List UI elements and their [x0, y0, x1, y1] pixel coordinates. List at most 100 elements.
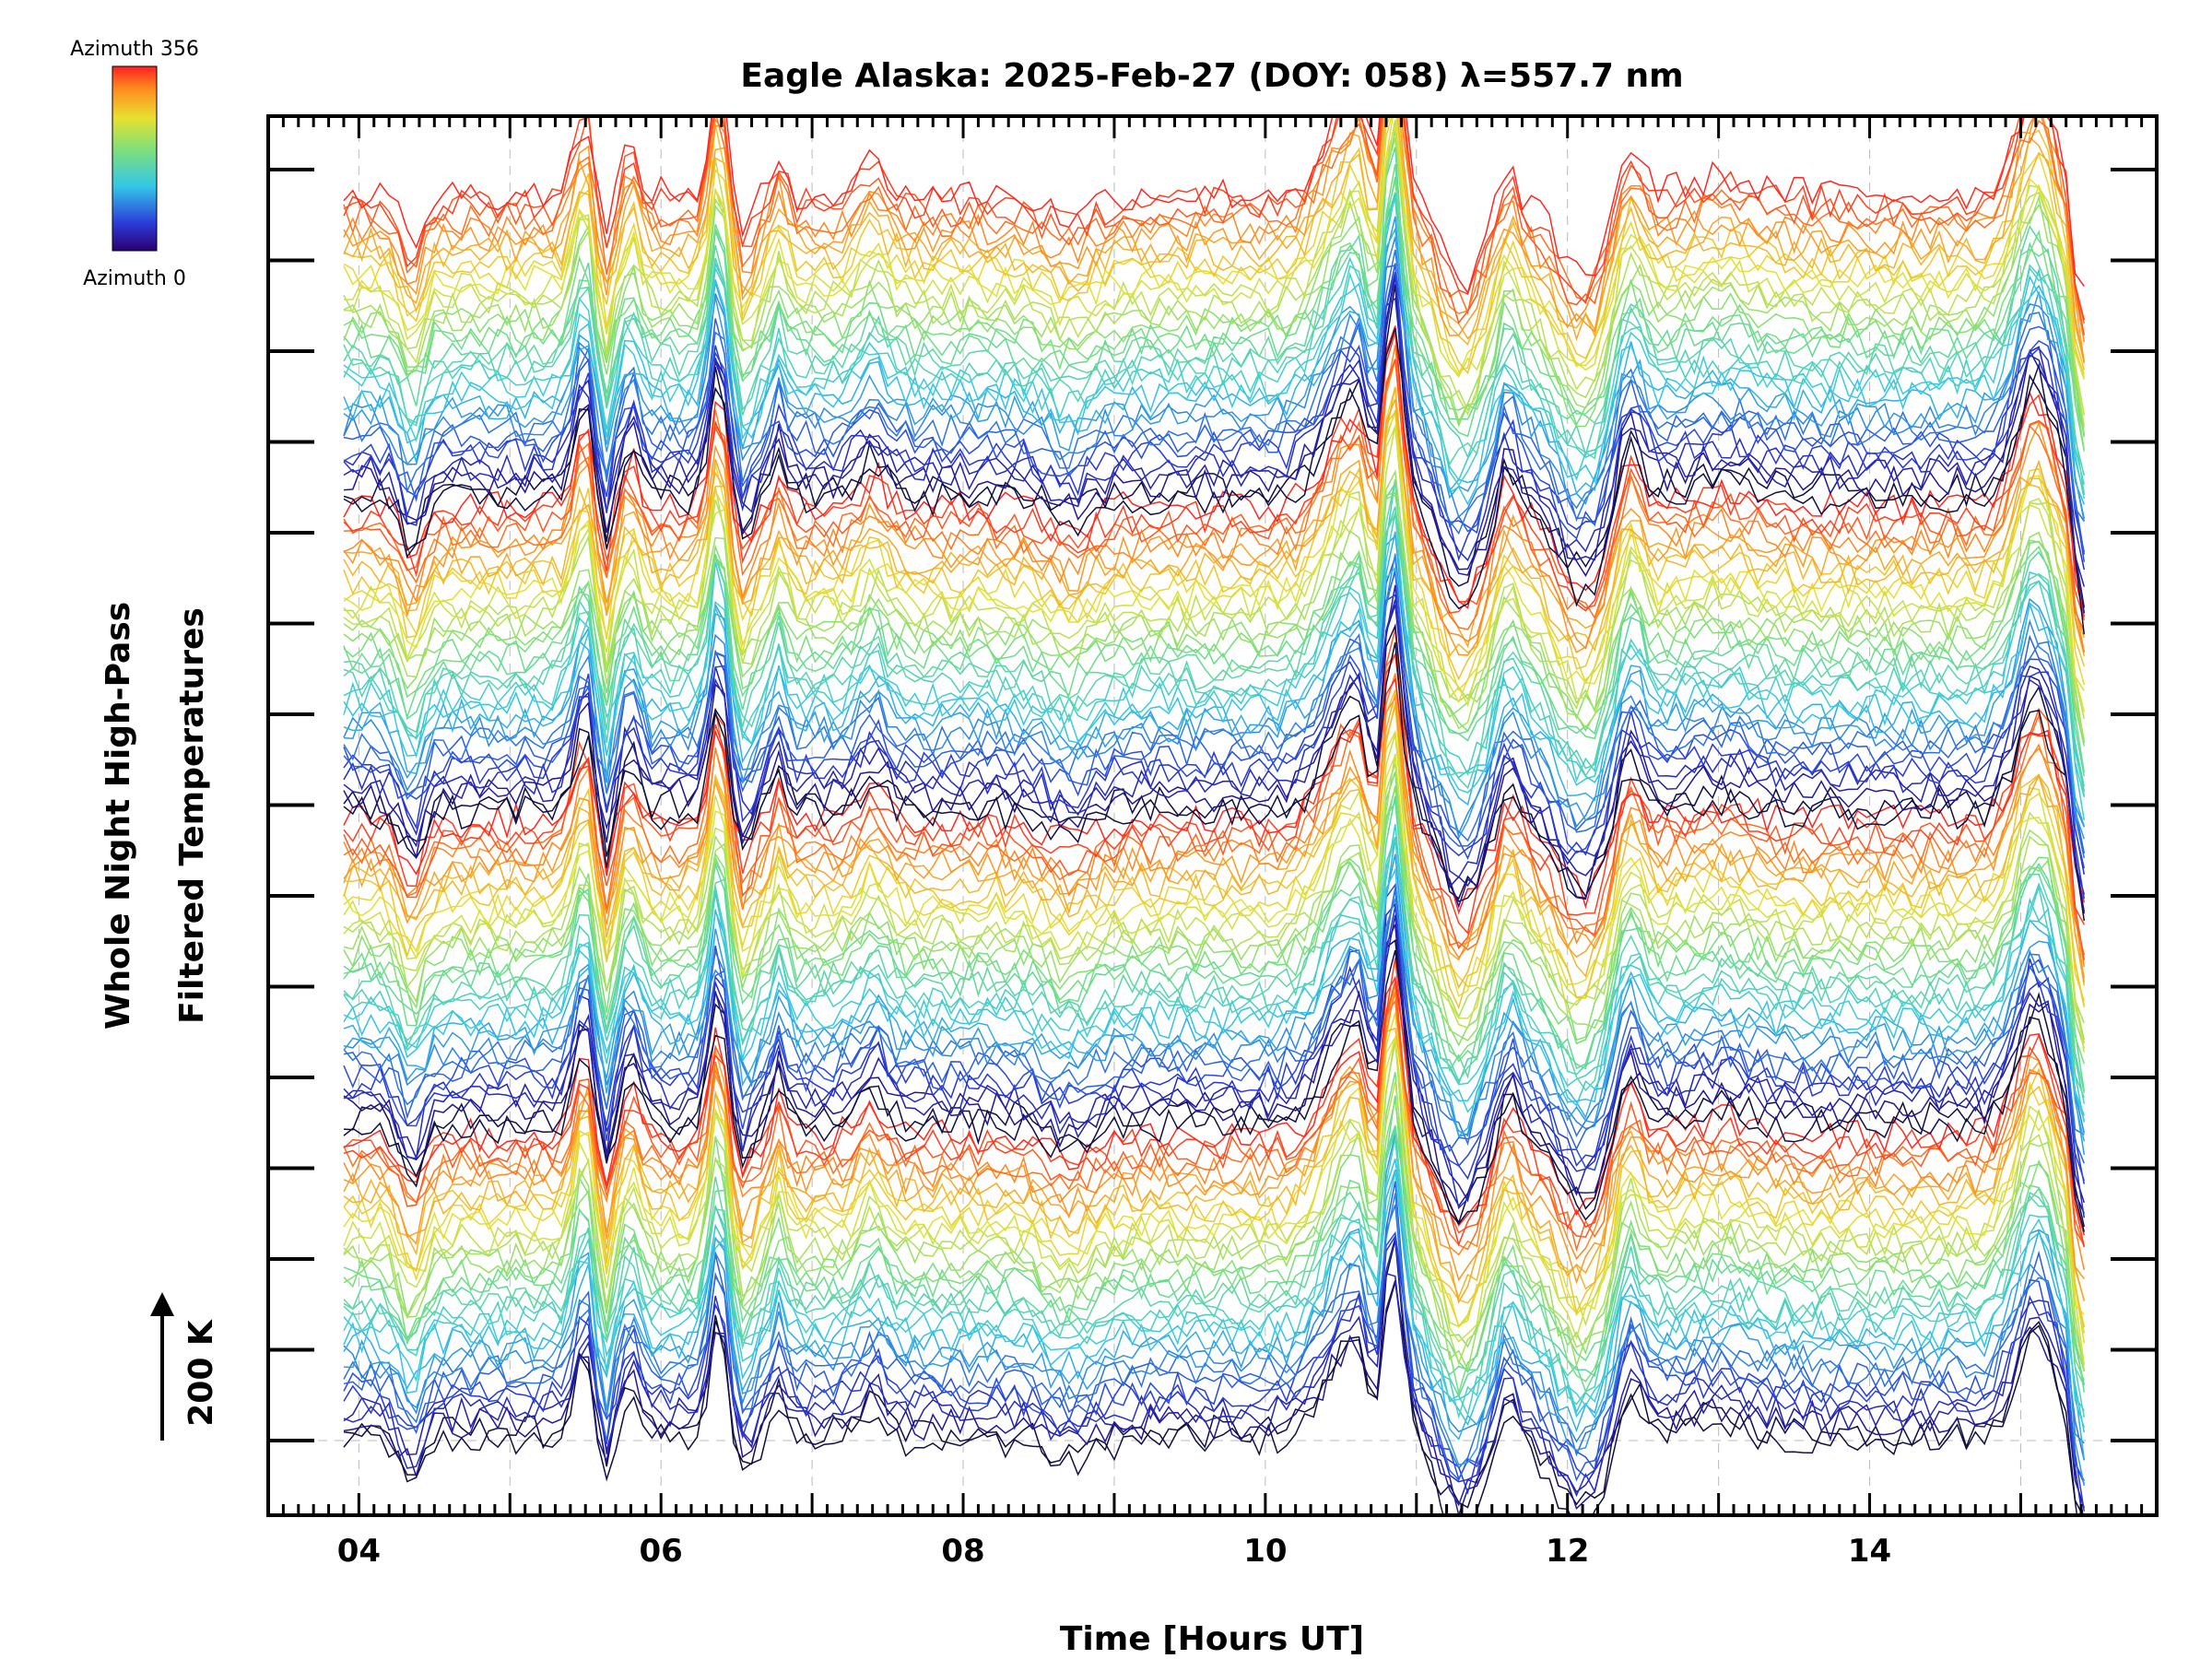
x-tick-label: 10 — [1243, 1533, 1287, 1570]
temperature-series-az-325 — [343, 998, 2086, 1253]
temperature-series-az-81 — [343, 569, 2086, 859]
temperature-series-az-203 — [343, 785, 2086, 1049]
temperature-series-az-20 — [343, 274, 2086, 614]
temperature-series-az-315 — [343, 673, 2086, 968]
temperature-series-az-183 — [343, 479, 2086, 773]
temperature-series-az-173 — [343, 1095, 2085, 1394]
x-tick-label: 14 — [1848, 1533, 1891, 1570]
axes: 04 06 08 10 12 14 — [266, 114, 2159, 1570]
x-tick-label: 06 — [640, 1533, 683, 1570]
colorbar-gradient — [112, 65, 158, 252]
temperature-series-az-122 — [343, 566, 2086, 792]
temperature-series-az-203 — [343, 1099, 2086, 1372]
temperature-series-az-31 — [343, 584, 2086, 895]
temperature-series-az-356 — [343, 116, 2085, 295]
temperature-series-az-92 — [343, 1193, 2085, 1444]
temperature-series-az-51 — [343, 594, 2086, 900]
temperature-series-az-193 — [343, 1072, 2085, 1396]
temperature-series-az-275 — [343, 116, 2086, 375]
temperature-series-az-275 — [343, 689, 2086, 1010]
temperature-series-az-163 — [343, 1130, 2086, 1398]
series-group — [343, 116, 2086, 1515]
temperature-series-az-244 — [343, 423, 2085, 707]
temperature-series-az-234 — [343, 1080, 2086, 1334]
temperature-series-az-10 — [343, 1281, 2084, 1515]
temperature-series-az-132 — [343, 192, 2086, 485]
temperature-series-az-264 — [343, 1012, 2086, 1344]
temperature-series-az-336 — [343, 981, 2085, 1246]
temperature-series-az-224 — [343, 763, 2085, 1024]
y-axis-label-line1: Whole Night High-Pass — [100, 602, 137, 1030]
temperature-series-az-275 — [343, 410, 2086, 681]
temperature-series-az-325 — [343, 652, 2086, 956]
temperature-series-az-71 — [343, 1181, 2085, 1482]
temperature-series-az-305 — [343, 981, 2085, 1285]
temperature-series-az-285 — [343, 1027, 2086, 1301]
temperature-series-az-325 — [343, 116, 2086, 324]
temperature-series-az-153 — [343, 839, 2086, 1104]
temperature-series-az-81 — [343, 888, 2085, 1147]
temperature-series-az-51 — [343, 1234, 2086, 1512]
temperature-series-az-92 — [343, 553, 2085, 836]
chart-title: Eagle Alaska: 2025-Feb-27 (DOY: 058) λ=5… — [740, 57, 1683, 95]
temperature-series-az-112 — [343, 226, 2085, 505]
x-tick-label: 04 — [337, 1533, 381, 1570]
temperature-series-az-244 — [343, 1035, 2086, 1366]
temperature-series-az-295 — [343, 398, 2086, 649]
temperature-series-az-193 — [343, 180, 2086, 438]
temperature-series-az-31 — [343, 914, 2086, 1204]
temperature-series-az-346 — [343, 116, 2086, 321]
temperature-series-az-254 — [343, 755, 2086, 1008]
x-axis-label: Time [Hours UT] — [1060, 1620, 1364, 1658]
temperature-series-az-20 — [343, 924, 2085, 1214]
plot-frame — [266, 114, 2159, 1517]
temperature-series-az-81 — [343, 249, 2085, 535]
temperature-series-az-92 — [343, 236, 2086, 519]
temperature-series-az-132 — [343, 479, 2086, 821]
temperature-series-az-214 — [343, 137, 2086, 434]
temperature-series-az-203 — [343, 129, 2086, 451]
temperature-series-az-264 — [343, 116, 2086, 374]
temperature-series-az-173 — [343, 176, 2086, 436]
temperature-series-az-346 — [343, 958, 2086, 1247]
scale-label: 200 K — [182, 1319, 220, 1427]
temperature-series-az-153 — [343, 506, 2086, 790]
temperature-series-az-132 — [343, 824, 2086, 1121]
temperature-series-az-336 — [343, 116, 2086, 335]
temperature-series-az-183 — [343, 787, 2086, 1094]
temperature-series-az-224 — [343, 120, 2086, 428]
temperature-series-az-0 — [343, 949, 2086, 1232]
temperature-series-az-214 — [343, 469, 2086, 743]
temperature-series-az-254 — [343, 1037, 2085, 1329]
scale-arrow — [150, 1292, 174, 1441]
temperature-series-az-10 — [343, 622, 2086, 922]
temperature-series-az-183 — [343, 1124, 2086, 1393]
temperature-series-az-51 — [343, 905, 2086, 1184]
temperature-series-az-346 — [343, 332, 2086, 615]
temperature-series-az-112 — [343, 531, 2086, 827]
temperature-series-az-193 — [343, 771, 2086, 1065]
legend-bottom-label: Azimuth 0 — [83, 267, 186, 290]
temperature-series-az-0 — [343, 641, 2086, 912]
temperature-series-az-20 — [343, 1279, 2086, 1515]
temperature-series-az-102 — [343, 534, 2086, 840]
temperature-series-az-285 — [343, 116, 2086, 364]
temperature-series-az-305 — [343, 695, 2086, 982]
temperature-series-az-193 — [343, 494, 2086, 747]
temperature-series-az-41 — [343, 599, 2086, 878]
y-axis-label-line2: Filtered Temperatures — [173, 607, 211, 1024]
temperature-series-az-285 — [343, 386, 2086, 658]
temperature-series-az-153 — [343, 1127, 2086, 1419]
temperature-series-az-10 — [343, 327, 2086, 608]
temperature-series-az-264 — [343, 386, 2086, 691]
temperature-series-az-244 — [343, 701, 2086, 1053]
temperature-series-az-315 — [343, 345, 2086, 653]
temperature-series-az-295 — [343, 693, 2086, 978]
temperature-series-az-244 — [343, 124, 2086, 378]
temperature-series-az-305 — [343, 359, 2086, 656]
temperature-series-az-173 — [343, 511, 2086, 777]
temperature-series-az-356 — [343, 325, 2086, 618]
x-tick-label: 12 — [1546, 1533, 1589, 1570]
temperature-series-az-295 — [343, 982, 2086, 1304]
